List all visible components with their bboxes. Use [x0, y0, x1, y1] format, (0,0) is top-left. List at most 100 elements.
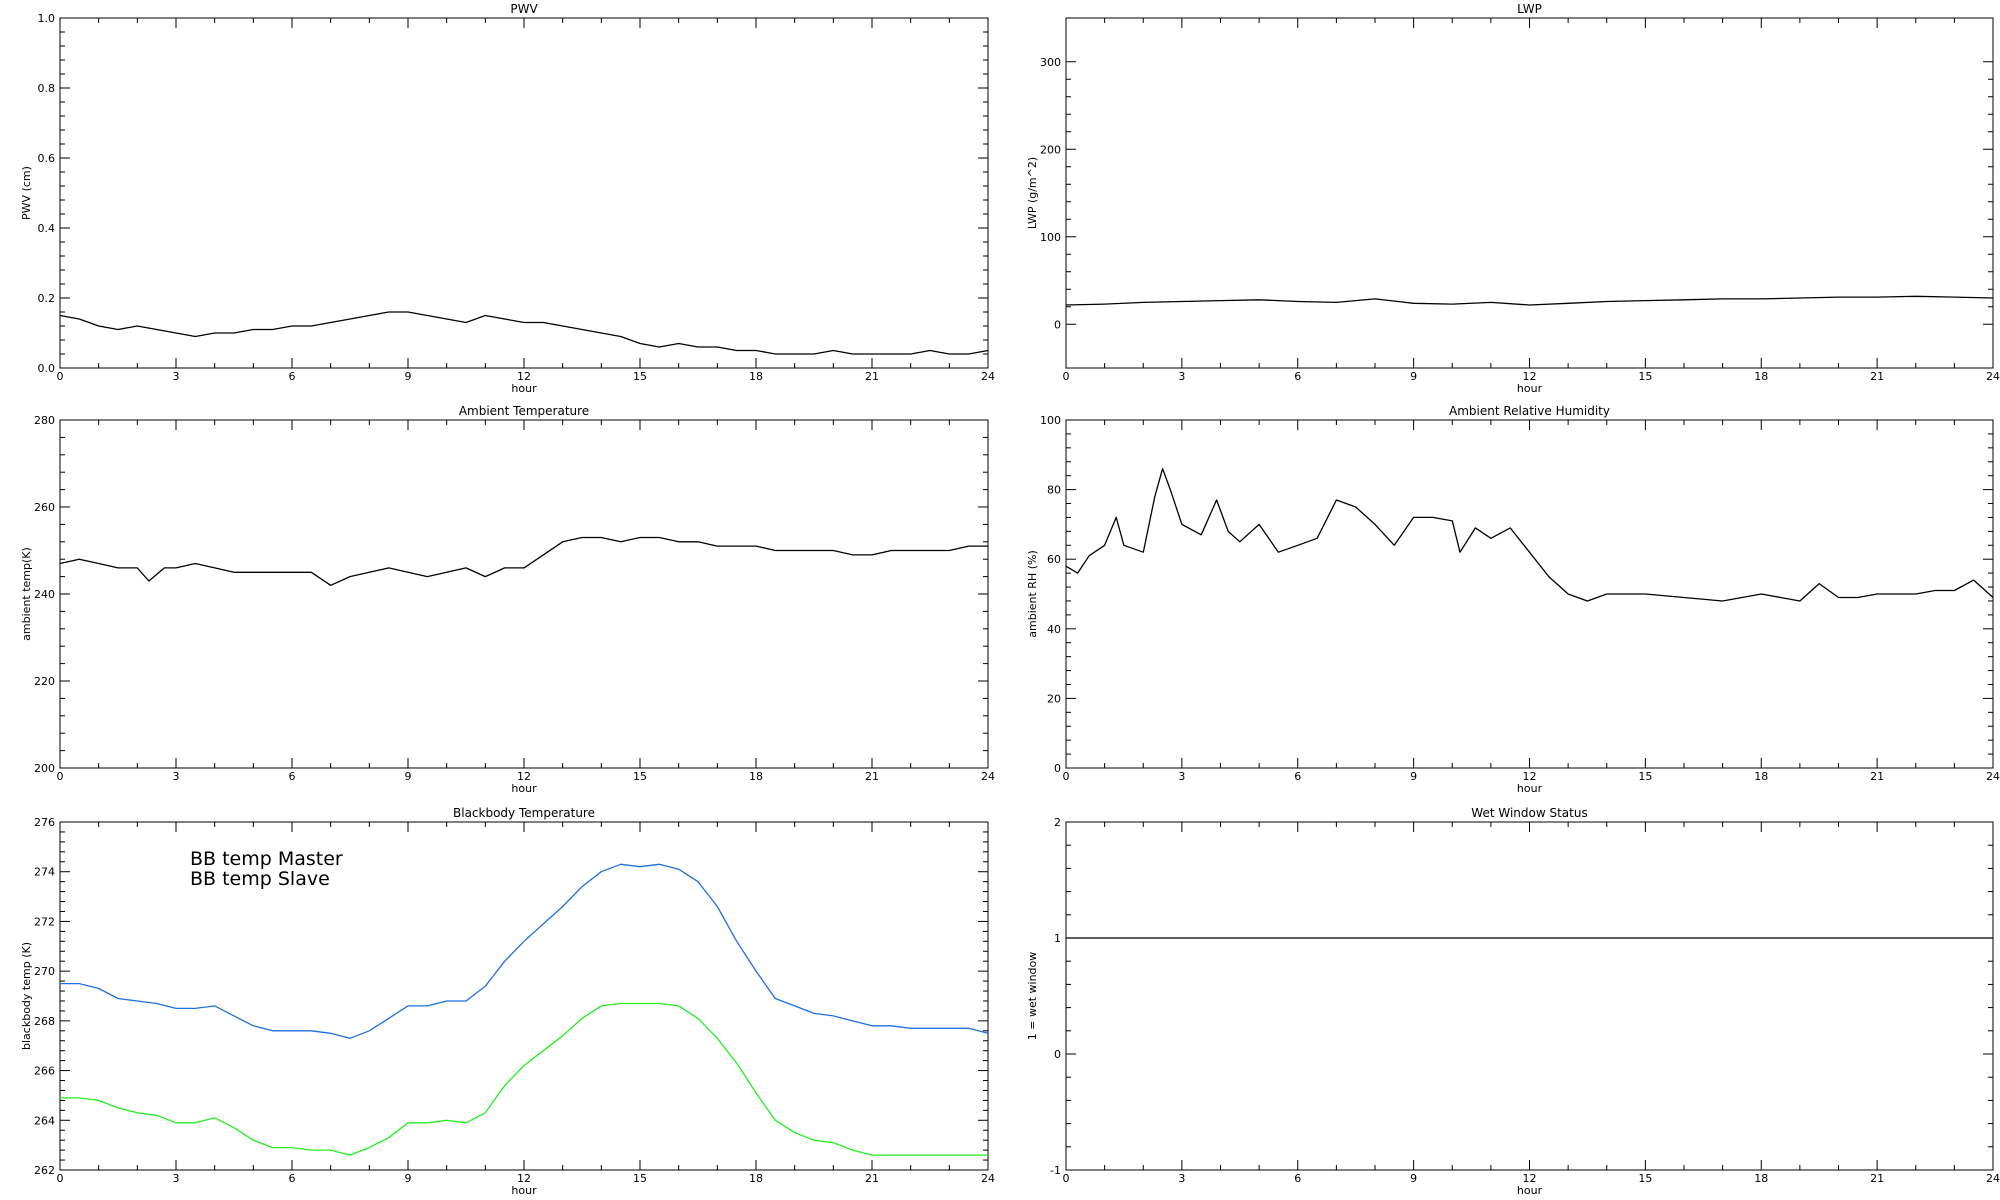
ambient-temp-panel: Ambient Temperature hour ambient temp(K) 0 3… [20, 404, 995, 795]
blackbody-temp-ylabel: blackbody temp (K) [20, 942, 33, 1050]
lwp-x-tick-label: 18 [1754, 370, 1768, 383]
ambient-temp-title: Ambient Temperature [459, 404, 589, 418]
blackbody-temp-panel: Blackbody Temperature hour blackbody temp … [20, 806, 995, 1197]
ambient-rh-x-tick-label: 0 [1063, 770, 1070, 783]
ambient-rh-series-line [1065, 468, 1994, 602]
ambient-rh-y-tick-label: 100 [1040, 414, 1061, 427]
blackbody-temp-x-tick-label: 18 [749, 1172, 763, 1185]
lwp-y-tick-label: 300 [1040, 56, 1061, 69]
lwp-series-line [1065, 295, 1994, 306]
wet-window-x-tick-label: 9 [1410, 1172, 1417, 1185]
wet-window-x-tick-label: 15 [1638, 1172, 1652, 1185]
ambient-temp-ylabel: ambient temp(K) [20, 547, 33, 641]
wet-window-ylabel: 1 = wet window [1026, 952, 1039, 1041]
lwp-x-tick-label: 15 [1638, 370, 1652, 383]
bb-temp-master-legend-label: BB temp Master [190, 848, 343, 870]
ambient-rh-x-tick-label: 3 [1178, 770, 1185, 783]
blackbody-temp-y-tick-label: 264 [34, 1114, 55, 1127]
pwv-xlabel: hour [511, 382, 537, 395]
blackbody-temp-y-tick-label: 266 [34, 1065, 55, 1078]
wet-window-y-tick-label: 1 [1054, 932, 1061, 945]
pwv-y-tick-label: 0.2 [38, 292, 56, 305]
ambient-rh-title: Ambient Relative Humidity [1449, 404, 1610, 418]
pwv-plot-frame [59, 17, 989, 369]
wet-window-x-tick-label: 6 [1294, 1172, 1301, 1185]
pwv-x-tick-label: 9 [405, 370, 412, 383]
ambient-rh-x-tick-label: 9 [1410, 770, 1417, 783]
pwv-series-line [59, 311, 989, 355]
ambient-rh-x-tick-label: 24 [1986, 770, 2000, 783]
lwp-x-tick-label: 9 [1410, 370, 1417, 383]
pwv-x-tick-label: 21 [865, 370, 879, 383]
pwv-x-tick-label: 6 [289, 370, 296, 383]
lwp-x-tick-label: 3 [1178, 370, 1185, 383]
bb-temp-master-line [60, 863, 989, 1039]
ambient-rh-ylabel: ambient RH (%) [1026, 550, 1039, 638]
pwv-y-tick-label: 1.0 [38, 12, 56, 25]
blackbody-temp-x-tick-label: 21 [865, 1172, 879, 1185]
ambient-temp-x-tick-label: 3 [173, 770, 180, 783]
ambient-temp-x-tick-label: 24 [981, 770, 995, 783]
wet-window-x-tick-label: 18 [1754, 1172, 1768, 1185]
blackbody-temp-x-tick-label: 3 [173, 1172, 180, 1185]
wet-window-x-tick-label: 24 [1986, 1172, 2000, 1185]
pwv-title: PWV [510, 2, 538, 16]
pwv-y-tick-label: 0.6 [38, 152, 56, 165]
ambient-rh-xlabel: hour [1517, 782, 1543, 795]
lwp-x-tick-label: 0 [1063, 370, 1070, 383]
pwv-x-tick-label: 24 [981, 370, 995, 383]
blackbody-temp-y-tick-label: 268 [34, 1015, 55, 1028]
blackbody-temp-x-tick-label: 0 [57, 1172, 64, 1185]
lwp-panel: LWP hour LWP (g/m^2) 0 3 6 9 12 15 18 21 24 0 100 200 3… [1026, 2, 2000, 395]
pwv-panel: PWV hour PWV (cm) 0 3 6 9 12 15 18 21 24 0.0 0.2 0.4 0.… [20, 2, 995, 395]
pwv-x-tick-label: 18 [749, 370, 763, 383]
blackbody-temp-x-tick-label: 9 [405, 1172, 412, 1185]
ambient-temp-x-tick-label: 12 [517, 770, 531, 783]
ambient-rh-x-tick-label: 12 [1523, 770, 1537, 783]
ambient-temp-y-tick-label: 240 [34, 588, 55, 601]
blackbody-temp-y-tick-label: 274 [34, 866, 55, 879]
blackbody-temp-y-tick-label: 270 [34, 965, 55, 978]
ambient-rh-panel: Ambient Relative Humidity hour ambient RH … [1026, 404, 2000, 795]
ambient-temp-plot-frame [59, 419, 989, 769]
ambient-rh-x-tick-label: 6 [1294, 770, 1301, 783]
blackbody-temp-title: Blackbody Temperature [453, 806, 595, 820]
blackbody-temp-xlabel: hour [511, 1184, 537, 1197]
lwp-title: LWP [1517, 2, 1542, 16]
lwp-x-tick-label: 6 [1294, 370, 1301, 383]
ambient-temp-y-tick-label: 220 [34, 675, 55, 688]
lwp-ylabel: LWP (g/m^2) [1026, 157, 1039, 229]
ambient-rh-x-tick-label: 21 [1870, 770, 1884, 783]
wet-window-y-tick-label: 0 [1054, 1048, 1061, 1061]
ambient-rh-plot-frame [1065, 419, 1994, 769]
pwv-y-tick-label: 0.4 [38, 222, 56, 235]
blackbody-temp-x-tick-label: 6 [289, 1172, 296, 1185]
wet-window-xlabel: hour [1517, 1184, 1543, 1197]
blackbody-temp-y-tick-label: 262 [34, 1164, 55, 1177]
ambient-temp-x-tick-label: 6 [289, 770, 296, 783]
ambient-temp-x-tick-label: 15 [633, 770, 647, 783]
ambient-rh-y-tick-label: 80 [1047, 484, 1061, 497]
wet-window-x-tick-label: 3 [1178, 1172, 1185, 1185]
blackbody-temp-x-tick-label: 24 [981, 1172, 995, 1185]
ambient-temp-series-line [59, 536, 988, 586]
pwv-x-tick-label: 0 [57, 370, 64, 383]
ambient-rh-y-tick-label: 20 [1047, 692, 1061, 705]
blackbody-temp-x-tick-label: 15 [633, 1172, 647, 1185]
lwp-y-tick-label: 100 [1040, 231, 1061, 244]
lwp-x-tick-label: 21 [1870, 370, 1884, 383]
ambient-temp-x-tick-label: 0 [57, 770, 64, 783]
blackbody-temp-y-tick-label: 272 [34, 915, 55, 928]
lwp-y-tick-label: 200 [1040, 143, 1061, 156]
ambient-rh-y-tick-label: 40 [1047, 623, 1061, 636]
wet-window-title: Wet Window Status [1471, 806, 1587, 820]
wet-window-x-tick-label: 12 [1523, 1172, 1537, 1185]
wet-window-panel: Wet Window Status hour 1 = wet window 0 3 6 9 1… [1026, 806, 2000, 1197]
ambient-rh-y-tick-label: 60 [1047, 553, 1061, 566]
ambient-temp-x-tick-label: 21 [865, 770, 879, 783]
ambient-temp-y-tick-label: 260 [34, 501, 55, 514]
lwp-xlabel: hour [1517, 382, 1543, 395]
ambient-temp-x-tick-label: 9 [405, 770, 412, 783]
ambient-rh-x-tick-label: 18 [1754, 770, 1768, 783]
